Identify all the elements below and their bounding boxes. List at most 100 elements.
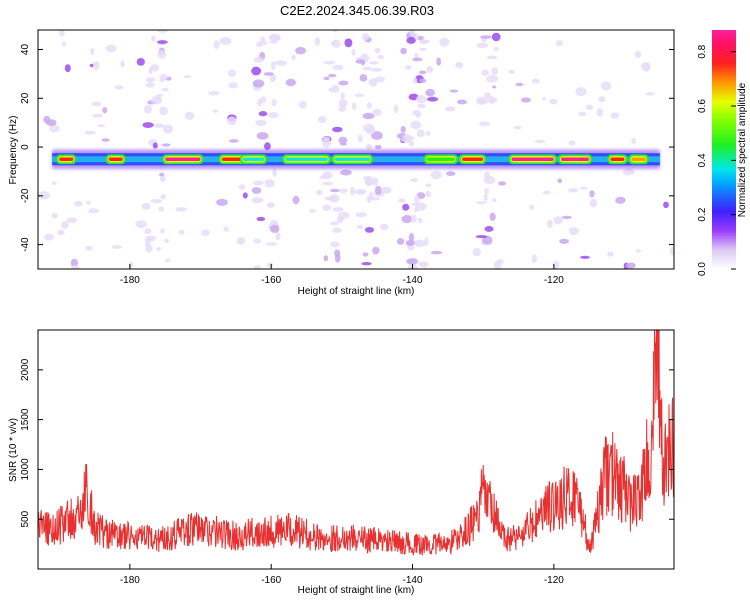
spectrogram-speckle xyxy=(371,131,383,140)
spectrogram-speckle xyxy=(64,64,71,73)
spectrogram-speckle xyxy=(334,249,341,257)
spectrogram-speckle xyxy=(271,99,277,107)
spectrogram-speckle xyxy=(354,190,366,195)
spectrogram-x-tick-label: -160 xyxy=(261,275,281,286)
spectrogram-segment xyxy=(59,157,74,161)
spectrogram-speckle xyxy=(135,220,147,228)
spectrogram-speckle xyxy=(260,36,266,42)
spectrogram-speckle xyxy=(549,98,558,105)
spectrogram-segment xyxy=(221,157,243,161)
snr-x-tick-label: -140 xyxy=(403,575,423,586)
colorbar: 0.0 0.2 0.4 0.6 0.8 Normalized spectral ampl… xyxy=(697,30,748,276)
spectrogram-speckle xyxy=(484,92,491,100)
spectrogram-speckle xyxy=(183,75,192,79)
spectrogram-segment xyxy=(242,157,265,161)
spectrogram-speckle xyxy=(585,104,594,111)
spectrogram-speckle xyxy=(162,124,174,134)
spectrogram-speckle xyxy=(486,74,499,83)
spectrogram-speckle xyxy=(401,215,413,224)
spectrogram-speckle xyxy=(364,227,375,233)
spectrogram-frame xyxy=(37,29,675,270)
spectrogram-speckle xyxy=(309,208,316,213)
spectrogram-speckle xyxy=(426,65,434,74)
spectrogram-speckle xyxy=(396,238,405,245)
spectrogram-speckle xyxy=(362,66,373,71)
spectrogram-speckle xyxy=(270,34,282,41)
spectrogram-speckle xyxy=(160,194,166,200)
spectrogram-speckle xyxy=(475,235,488,239)
spectrogram-speckle xyxy=(425,130,431,136)
spectrogram-speckle xyxy=(228,82,239,89)
spectrogram-speckle xyxy=(90,47,95,55)
spectrogram-speckle xyxy=(52,181,57,186)
spectrogram-speckle xyxy=(336,216,344,224)
spectrogram-x-tick-label: -120 xyxy=(544,275,564,286)
spectrogram-speckle xyxy=(86,200,91,205)
spectrogram-speckle xyxy=(421,39,427,45)
snr-x-tick-label: -180 xyxy=(120,575,140,586)
spectrogram-speckle xyxy=(568,140,576,146)
spectrogram-speckle xyxy=(38,191,50,200)
spectrogram-speckle xyxy=(372,108,382,116)
spectrogram-speckle xyxy=(663,201,669,209)
spectrogram-speckle xyxy=(331,64,344,71)
spectrogram-speckle xyxy=(323,76,330,81)
spectrogram-speckle xyxy=(361,262,372,266)
spectrogram-speckle xyxy=(410,120,422,130)
spectrogram-speckle xyxy=(610,112,620,119)
spectrogram-speckle xyxy=(255,119,267,127)
spectrogram-speckle xyxy=(491,32,501,42)
spectrogram-speckle xyxy=(354,93,365,97)
spectrogram-speckle xyxy=(59,30,65,37)
spectrogram-speckle xyxy=(257,98,263,107)
spectrogram-speckle xyxy=(298,100,307,109)
spectrogram-speckle xyxy=(338,98,348,108)
spectrogram-speckle xyxy=(625,262,636,269)
colorbar-label: Normalized spectral amplitude xyxy=(737,82,748,217)
spectrogram-speckle xyxy=(559,238,569,244)
spectrogram-speckle xyxy=(415,95,427,104)
spectrogram-speckle xyxy=(417,103,426,109)
spectrogram-speckle xyxy=(105,44,117,53)
spectrogram-speckle xyxy=(369,61,379,65)
snr-x-label: Height of straight line (km) xyxy=(298,585,415,596)
spectrogram-speckle xyxy=(414,202,427,211)
spectrogram-speckle xyxy=(475,201,487,205)
spectrogram-speckle xyxy=(92,61,100,70)
spectrogram-speckle xyxy=(251,66,262,76)
spectrogram-speckle xyxy=(66,217,78,224)
spectrogram-speckle xyxy=(318,116,327,124)
spectrogram-speckle xyxy=(425,183,432,188)
spectrogram-speckle xyxy=(251,197,264,204)
spectrogram-speckle xyxy=(264,142,271,150)
spectrogram-y-tick-label: 0 xyxy=(20,144,31,150)
spectrogram-segment xyxy=(426,157,455,161)
spectrogram-speckle xyxy=(160,228,165,234)
spectrogram-speckle xyxy=(406,37,416,44)
spectrogram-speckle xyxy=(164,258,171,263)
spectrogram-speckle xyxy=(404,133,410,141)
spectrogram-speckle xyxy=(561,215,572,220)
spectrogram-speckle xyxy=(355,59,365,64)
spectrogram-speckle xyxy=(476,42,489,49)
spectrogram-speckle xyxy=(409,30,415,37)
spectrogram-speckle xyxy=(275,60,287,66)
spectrogram-speckle xyxy=(332,227,342,233)
spectrogram-speckle xyxy=(366,102,372,109)
spectrogram-speckle xyxy=(329,221,339,226)
spectrogram-speckle xyxy=(404,64,412,70)
spectrogram-speckle xyxy=(226,116,237,126)
spectrogram-x-ticks: -180 -160 -140 -120 xyxy=(120,264,564,286)
spectrogram-speckle xyxy=(472,247,481,257)
spectrogram-speckle xyxy=(481,69,489,76)
spectrogram-speckle xyxy=(257,40,268,46)
spectrogram-speckle xyxy=(488,97,498,103)
spectrogram-speckle xyxy=(425,190,432,198)
spectrogram-speckle xyxy=(374,145,382,150)
spectrogram-speckle xyxy=(114,85,124,90)
spectrogram-speckle xyxy=(492,198,497,203)
spectrogram-speckle xyxy=(263,72,274,76)
spectrogram-y-tick-label: 20 xyxy=(20,92,31,104)
spectrogram-speckle xyxy=(635,249,642,253)
spectrogram-speckle xyxy=(631,137,637,144)
